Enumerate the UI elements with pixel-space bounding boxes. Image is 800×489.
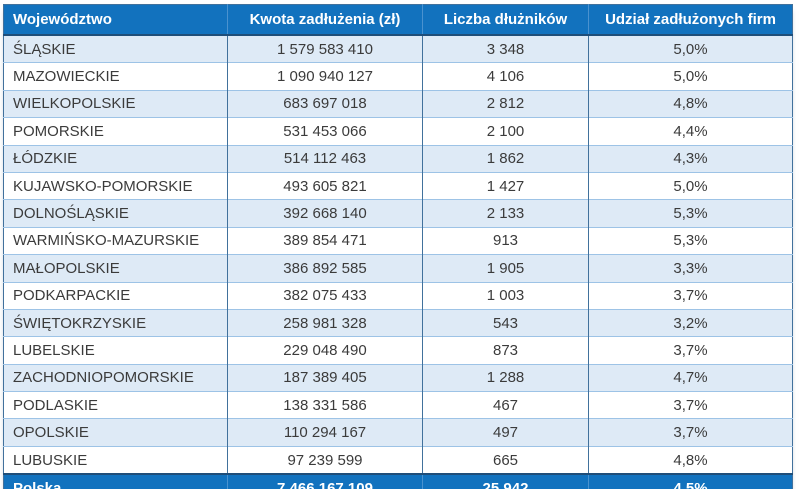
table-row: LUBELSKIE 229 048 490 873 3,7% bbox=[3, 336, 793, 365]
cell-udzial: 4,3% bbox=[588, 144, 793, 173]
cell-kwota: 229 048 490 bbox=[227, 336, 423, 365]
cell-liczba: 1 427 bbox=[422, 171, 589, 200]
cell-liczba: 2 133 bbox=[422, 199, 589, 228]
cell-liczba: 543 bbox=[422, 308, 589, 337]
table-row: WIELKOPOLSKIE 683 697 018 2 812 4,8% bbox=[3, 89, 793, 118]
cell-liczba: 3 348 bbox=[422, 34, 589, 63]
cell-liczba: 913 bbox=[422, 226, 589, 255]
column-header-wojewodztwo: Województwo bbox=[3, 4, 228, 36]
voivodeship-debt-table: Województwo Kwota zadłużenia (zł) Liczba… bbox=[3, 4, 793, 489]
cell-kwota: 531 453 066 bbox=[227, 117, 423, 146]
table-row: DOLNOŚLĄSKIE 392 668 140 2 133 5,3% bbox=[3, 199, 793, 228]
cell-udzial: 3,7% bbox=[588, 281, 793, 310]
cell-wojewodztwo: DOLNOŚLĄSKIE bbox=[3, 199, 228, 228]
cell-wojewodztwo: ŚWIĘTOKRZYSKIE bbox=[3, 308, 228, 337]
cell-liczba: 1 288 bbox=[422, 363, 589, 392]
cell-liczba: 4 106 bbox=[422, 62, 589, 91]
table-footer: Polska 7 466 167 109 25 942 4,5% bbox=[3, 473, 793, 489]
cell-liczba: 2 100 bbox=[422, 117, 589, 146]
table-row: POMORSKIE 531 453 066 2 100 4,4% bbox=[3, 117, 793, 146]
header-row: Województwo Kwota zadłużenia (zł) Liczba… bbox=[3, 4, 793, 36]
column-header-kwota-zadluzenia: Kwota zadłużenia (zł) bbox=[227, 4, 423, 36]
cell-liczba: 2 812 bbox=[422, 89, 589, 118]
cell-kwota: 97 239 599 bbox=[227, 445, 423, 475]
cell-wojewodztwo: LUBUSKIE bbox=[3, 445, 228, 475]
cell-wojewodztwo: ZACHODNIOPOMORSKIE bbox=[3, 363, 228, 392]
footer-cell-kwota: 7 466 167 109 bbox=[227, 473, 423, 489]
cell-udzial: 3,7% bbox=[588, 391, 793, 419]
cell-kwota: 389 854 471 bbox=[227, 226, 423, 255]
table-row: ŁÓDZKIE 514 112 463 1 862 4,3% bbox=[3, 144, 793, 173]
cell-kwota: 392 668 140 bbox=[227, 199, 423, 228]
cell-udzial: 3,3% bbox=[588, 254, 793, 283]
cell-kwota: 493 605 821 bbox=[227, 171, 423, 200]
cell-wojewodztwo: MAZOWIECKIE bbox=[3, 62, 228, 91]
table-row: PODLASKIE 138 331 586 467 3,7% bbox=[3, 391, 793, 419]
cell-wojewodztwo: WIELKOPOLSKIE bbox=[3, 89, 228, 118]
cell-kwota: 187 389 405 bbox=[227, 363, 423, 392]
cell-udzial: 5,0% bbox=[588, 34, 793, 63]
table-row: ZACHODNIOPOMORSKIE 187 389 405 1 288 4,7% bbox=[3, 363, 793, 392]
cell-kwota: 386 892 585 bbox=[227, 254, 423, 283]
cell-liczba: 873 bbox=[422, 336, 589, 365]
cell-kwota: 1 579 583 410 bbox=[227, 34, 423, 63]
cell-kwota: 138 331 586 bbox=[227, 391, 423, 419]
table-body: ŚLĄSKIE 1 579 583 410 3 348 5,0% MAZOWIECKIE… bbox=[3, 34, 793, 475]
cell-wojewodztwo: MAŁOPOLSKIE bbox=[3, 254, 228, 283]
cell-udzial: 4,4% bbox=[588, 117, 793, 146]
table-row: PODKARPACKIE 382 075 433 1 003 3,7% bbox=[3, 281, 793, 310]
cell-kwota: 1 090 940 127 bbox=[227, 62, 423, 91]
cell-wojewodztwo: ŚLĄSKIE bbox=[3, 34, 228, 63]
footer-cell-wojewodztwo: Polska bbox=[3, 473, 228, 489]
table-row: ŚWIĘTOKRZYSKIE 258 981 328 543 3,2% bbox=[3, 308, 793, 337]
cell-kwota: 110 294 167 bbox=[227, 418, 423, 447]
cell-liczba: 497 bbox=[422, 418, 589, 447]
table-row: ŚLĄSKIE 1 579 583 410 3 348 5,0% bbox=[3, 34, 793, 63]
table-row: MAŁOPOLSKIE 386 892 585 1 905 3,3% bbox=[3, 254, 793, 283]
cell-liczba: 1 862 bbox=[422, 144, 589, 173]
cell-wojewodztwo: OPOLSKIE bbox=[3, 418, 228, 447]
cell-udzial: 5,3% bbox=[588, 199, 793, 228]
cell-kwota: 514 112 463 bbox=[227, 144, 423, 173]
cell-wojewodztwo: ŁÓDZKIE bbox=[3, 144, 228, 173]
table-row: WARMIŃSKO-MAZURSKIE 389 854 471 913 5,3% bbox=[3, 226, 793, 255]
cell-liczba: 467 bbox=[422, 391, 589, 419]
table-header: Województwo Kwota zadłużenia (zł) Liczba… bbox=[3, 4, 793, 36]
table-row: OPOLSKIE 110 294 167 497 3,7% bbox=[3, 418, 793, 447]
cell-wojewodztwo: POMORSKIE bbox=[3, 117, 228, 146]
cell-udzial: 5,3% bbox=[588, 226, 793, 255]
table-row: KUJAWSKO-POMORSKIE 493 605 821 1 427 5,0% bbox=[3, 171, 793, 200]
column-header-liczba-dluznikow: Liczba dłużników bbox=[422, 4, 589, 36]
cell-udzial: 4,8% bbox=[588, 445, 793, 475]
cell-udzial: 4,8% bbox=[588, 89, 793, 118]
cell-kwota: 382 075 433 bbox=[227, 281, 423, 310]
table-row: MAZOWIECKIE 1 090 940 127 4 106 5,0% bbox=[3, 62, 793, 91]
cell-wojewodztwo: PODLASKIE bbox=[3, 391, 228, 419]
cell-udzial: 5,0% bbox=[588, 171, 793, 200]
cell-wojewodztwo: PODKARPACKIE bbox=[3, 281, 228, 310]
cell-wojewodztwo: WARMIŃSKO-MAZURSKIE bbox=[3, 226, 228, 255]
cell-kwota: 258 981 328 bbox=[227, 308, 423, 337]
footer-cell-udzial: 4,5% bbox=[588, 473, 793, 489]
table-row: LUBUSKIE 97 239 599 665 4,8% bbox=[3, 445, 793, 475]
cell-udzial: 3,7% bbox=[588, 336, 793, 365]
footer-cell-liczba: 25 942 bbox=[422, 473, 589, 489]
cell-wojewodztwo: KUJAWSKO-POMORSKIE bbox=[3, 171, 228, 200]
cell-udzial: 3,7% bbox=[588, 418, 793, 447]
column-header-udzial-zadluzonych-firm: Udział zadłużonych firm bbox=[588, 4, 793, 36]
cell-wojewodztwo: LUBELSKIE bbox=[3, 336, 228, 365]
cell-liczba: 665 bbox=[422, 445, 589, 475]
cell-udzial: 3,2% bbox=[588, 308, 793, 337]
cell-liczba: 1 905 bbox=[422, 254, 589, 283]
footer-row-polska: Polska 7 466 167 109 25 942 4,5% bbox=[3, 473, 793, 489]
cell-liczba: 1 003 bbox=[422, 281, 589, 310]
cell-kwota: 683 697 018 bbox=[227, 89, 423, 118]
cell-udzial: 5,0% bbox=[588, 62, 793, 91]
cell-udzial: 4,7% bbox=[588, 363, 793, 392]
